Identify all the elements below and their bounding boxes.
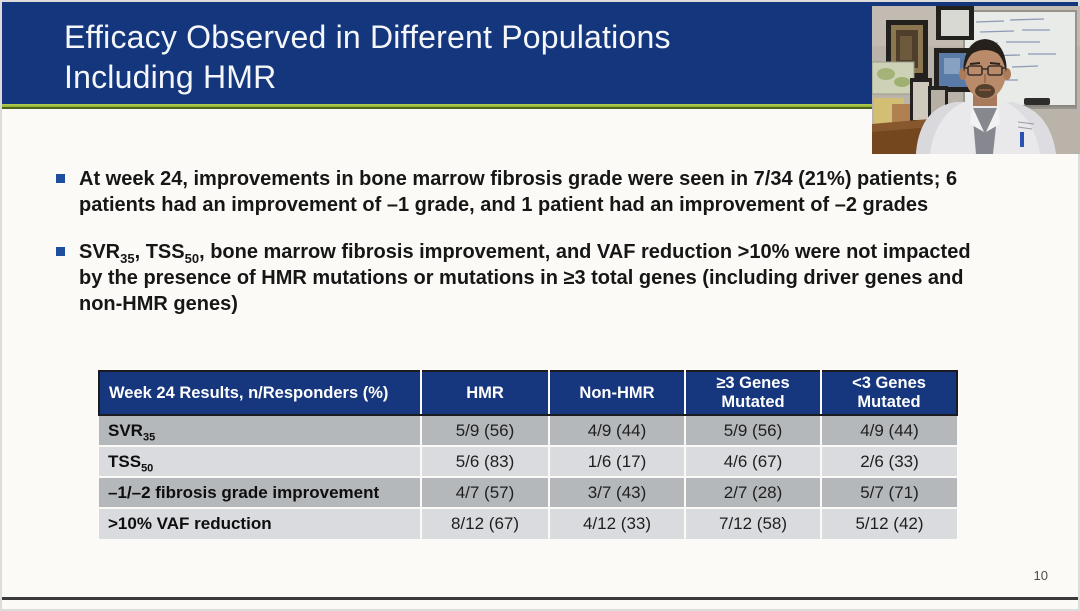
table-header-row: Week 24 Results, n/Responders (%) HMR No… [98,370,958,416]
table-header-cell: HMR [421,370,550,416]
glasses [964,65,1006,76]
row-label-cell: >10% VAF reduction [99,507,422,539]
value-cell: 4/9 (44) [821,415,957,446]
bullet-text: SVR35, TSS50, bone marrow fibrosis impro… [79,241,971,315]
framed-picture-top [936,6,974,40]
value-cell: 4/6 (67) [685,445,822,477]
table-header-cell: Non-HMR [549,370,686,416]
value-cell: 8/12 (67) [421,507,550,539]
wall-map [872,61,915,95]
table-header-cell: Week 24 Results, n/Responders (%) [98,370,422,416]
presenter-scene [872,6,1080,154]
slide-title-line1: Efficacy Observed in Different Populatio… [64,19,671,55]
value-cell: 5/7 (71) [821,476,957,508]
slide-title-line2: Including HMR [64,59,277,95]
whiteboard-eraser [1024,98,1050,105]
bullet-square-icon [56,247,65,256]
results-table-body: SVR35 5/9 (56) 4/9 (44) 5/9 (56) 4/9 (44) TSS… [99,415,957,539]
value-cell: 1/6 (17) [549,445,686,477]
table-row: –1/–2 fibrosis grade improvement 4/7 (57)… [99,476,957,508]
row-label-cell: TSS50 [99,445,422,477]
value-cell: 7/12 (58) [685,507,822,539]
hair [964,39,1006,62]
value-cell: 3/7 (43) [549,476,686,508]
value-cell: 4/7 (57) [421,476,550,508]
value-cell: 4/12 (33) [549,507,686,539]
bullet-item: SVR35, TSS50, bone marrow fibrosis impro… [56,239,1016,317]
table-header-cell: ≥3 Genes Mutated [685,370,822,416]
framed-picture-abstract [886,20,928,78]
row-label-cell: SVR35 [99,415,422,446]
bullet-square-icon [56,174,65,183]
results-table-head: Week 24 Results, n/Responders (%) HMR No… [98,370,958,416]
value-cell: 2/6 (33) [821,445,957,477]
slide-title: Efficacy Observed in Different Populatio… [2,2,1078,97]
value-cell: 5/9 (56) [421,415,550,446]
presenter-video [872,6,1080,154]
pocket-pen [1020,132,1024,147]
header-accent-rule [2,104,1078,109]
shirt [972,108,998,154]
presenter [916,39,1056,154]
value-cell: 2/7 (28) [685,476,822,508]
value-cell: 4/9 (44) [549,415,686,446]
bullet-item: At week 24, improvements in bone marrow … [56,166,1016,218]
value-cell: 5/12 (42) [821,507,957,539]
table-row: SVR35 5/9 (56) 4/9 (44) 5/9 (56) 4/9 (44) [99,415,957,446]
table-row: >10% VAF reduction 8/12 (67) 4/12 (33) 7/12… [99,507,957,539]
row-label-cell: –1/–2 fibrosis grade improvement [99,476,422,508]
page-number: 10 [1033,568,1048,583]
head [964,45,1006,99]
bullet-list: At week 24, improvements in bone marrow … [56,166,1016,338]
slide-bottom-rule [2,597,1078,600]
value-cell: 5/6 (83) [421,445,550,477]
results-table: Week 24 Results, n/Responders (%) HMR No… [98,370,958,539]
bullet-text: At week 24, improvements in bone marrow … [79,168,958,216]
table-row: TSS50 5/6 (83) 1/6 (17) 4/6 (67) 2/6 (33) [99,445,957,477]
value-cell: 5/9 (56) [685,415,822,446]
table-header-cell: <3 Genes Mutated [821,370,958,416]
